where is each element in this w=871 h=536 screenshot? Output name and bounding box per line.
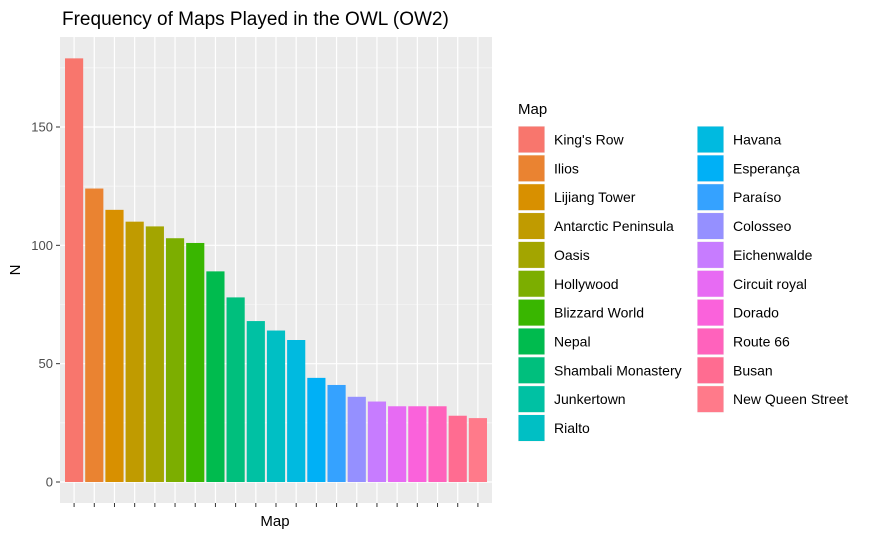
legend-item: King's Row [518, 126, 624, 153]
legend-label: Havana [733, 132, 781, 148]
legend-label: New Queen Street [733, 391, 848, 407]
legend-swatch [518, 328, 545, 355]
legend-swatch [697, 357, 724, 384]
bar [186, 242, 205, 482]
legend-item: Esperança [697, 154, 800, 182]
legend-label: Blizzard World [554, 305, 644, 321]
legend-label: Esperança [733, 160, 800, 176]
x-axis-title: Map [260, 513, 289, 530]
legend-label: Lijiang Tower [554, 189, 636, 205]
legend-swatch [697, 184, 724, 211]
legend-item: Havana [697, 126, 781, 153]
legend-item: Route 66 [697, 327, 790, 355]
legend-item: Dorado [697, 299, 779, 327]
bar [388, 406, 407, 482]
legend-item: Paraíso [697, 183, 781, 211]
bar [307, 377, 326, 482]
chart-title: Frequency of Maps Played in the OWL (OW2… [62, 9, 449, 30]
legend-swatch [697, 270, 724, 297]
legend-item: Shambali Monastery [518, 356, 682, 384]
bars [65, 58, 487, 483]
legend-label: Circuit royal [733, 276, 807, 292]
legend-label: Busan [733, 362, 773, 378]
legend-label: Nepal [554, 333, 591, 349]
bar [327, 384, 346, 482]
bar [105, 209, 124, 483]
legend-swatch [518, 386, 545, 413]
legend-title: Map [518, 101, 547, 118]
legend-swatch [697, 241, 724, 268]
legend-label: Rialto [554, 420, 590, 436]
legend-label: Colosseo [733, 218, 792, 234]
legend: King's Row Ilios Lijiang Tower Antarctic Pe… [518, 126, 848, 442]
bar [206, 271, 225, 482]
legend-swatch [518, 415, 545, 441]
legend-item: Circuit royal [697, 270, 807, 298]
bar [367, 401, 387, 482]
legend-item: Antarctic Peninsula [518, 212, 674, 240]
legend-label: Oasis [554, 247, 590, 263]
bar [266, 330, 286, 482]
legend-swatch [697, 155, 724, 182]
y-axis: 0 50 100 150 [31, 120, 479, 507]
legend-label: King's Row [554, 132, 624, 148]
legend-swatch [697, 299, 724, 326]
legend-item: Oasis [518, 241, 590, 269]
legend-swatch [697, 213, 724, 240]
legend-item: Colosseo [697, 212, 792, 240]
bar [468, 418, 487, 482]
legend-item: Eichenwalde [697, 241, 813, 269]
bar [165, 238, 185, 482]
legend-item: New Queen Street [697, 385, 848, 413]
bar [85, 188, 104, 483]
legend-item: Rialto [518, 414, 590, 442]
legend-swatch [518, 155, 545, 182]
bar [246, 321, 265, 482]
legend-item: Blizzard World [518, 299, 644, 327]
legend-swatch [518, 241, 545, 268]
y-tick-label: 0 [46, 475, 53, 490]
bar [65, 58, 84, 482]
legend-swatch [518, 126, 545, 153]
legend-swatch [518, 213, 545, 240]
legend-label: Route 66 [733, 333, 790, 349]
legend-label: Junkertown [554, 391, 626, 407]
bar [408, 406, 427, 482]
legend-item: Busan [697, 356, 773, 384]
legend-item: Lijiang Tower [518, 183, 636, 211]
legend-label: Dorado [733, 305, 779, 321]
legend-swatch [697, 386, 724, 413]
bar [287, 340, 306, 482]
legend-item: Ilios [518, 154, 579, 182]
legend-item: Nepal [518, 327, 591, 355]
legend-swatch [697, 126, 724, 153]
legend-item: Junkertown [518, 385, 626, 413]
legend-swatch [518, 270, 545, 297]
y-tick-label: 150 [31, 120, 53, 135]
legend-swatch [518, 184, 545, 211]
bar [145, 226, 164, 482]
bar [347, 396, 366, 482]
y-tick-label: 100 [31, 238, 53, 253]
legend-label: Eichenwalde [733, 247, 813, 263]
legend-swatch [518, 299, 545, 326]
legend-label: Hollywood [554, 276, 619, 292]
legend-swatch [697, 328, 724, 355]
legend-label: Antarctic Peninsula [554, 218, 674, 234]
legend-label: Shambali Monastery [554, 362, 682, 378]
legend-item: Hollywood [518, 270, 619, 298]
bar [428, 406, 447, 482]
legend-label: Ilios [554, 160, 579, 176]
bar [125, 221, 144, 482]
bar [448, 415, 467, 482]
bar [226, 297, 245, 482]
y-tick-label: 50 [39, 356, 53, 371]
y-axis-title: N [7, 265, 24, 276]
legend-swatch [518, 357, 545, 384]
legend-label: Paraíso [733, 189, 781, 205]
